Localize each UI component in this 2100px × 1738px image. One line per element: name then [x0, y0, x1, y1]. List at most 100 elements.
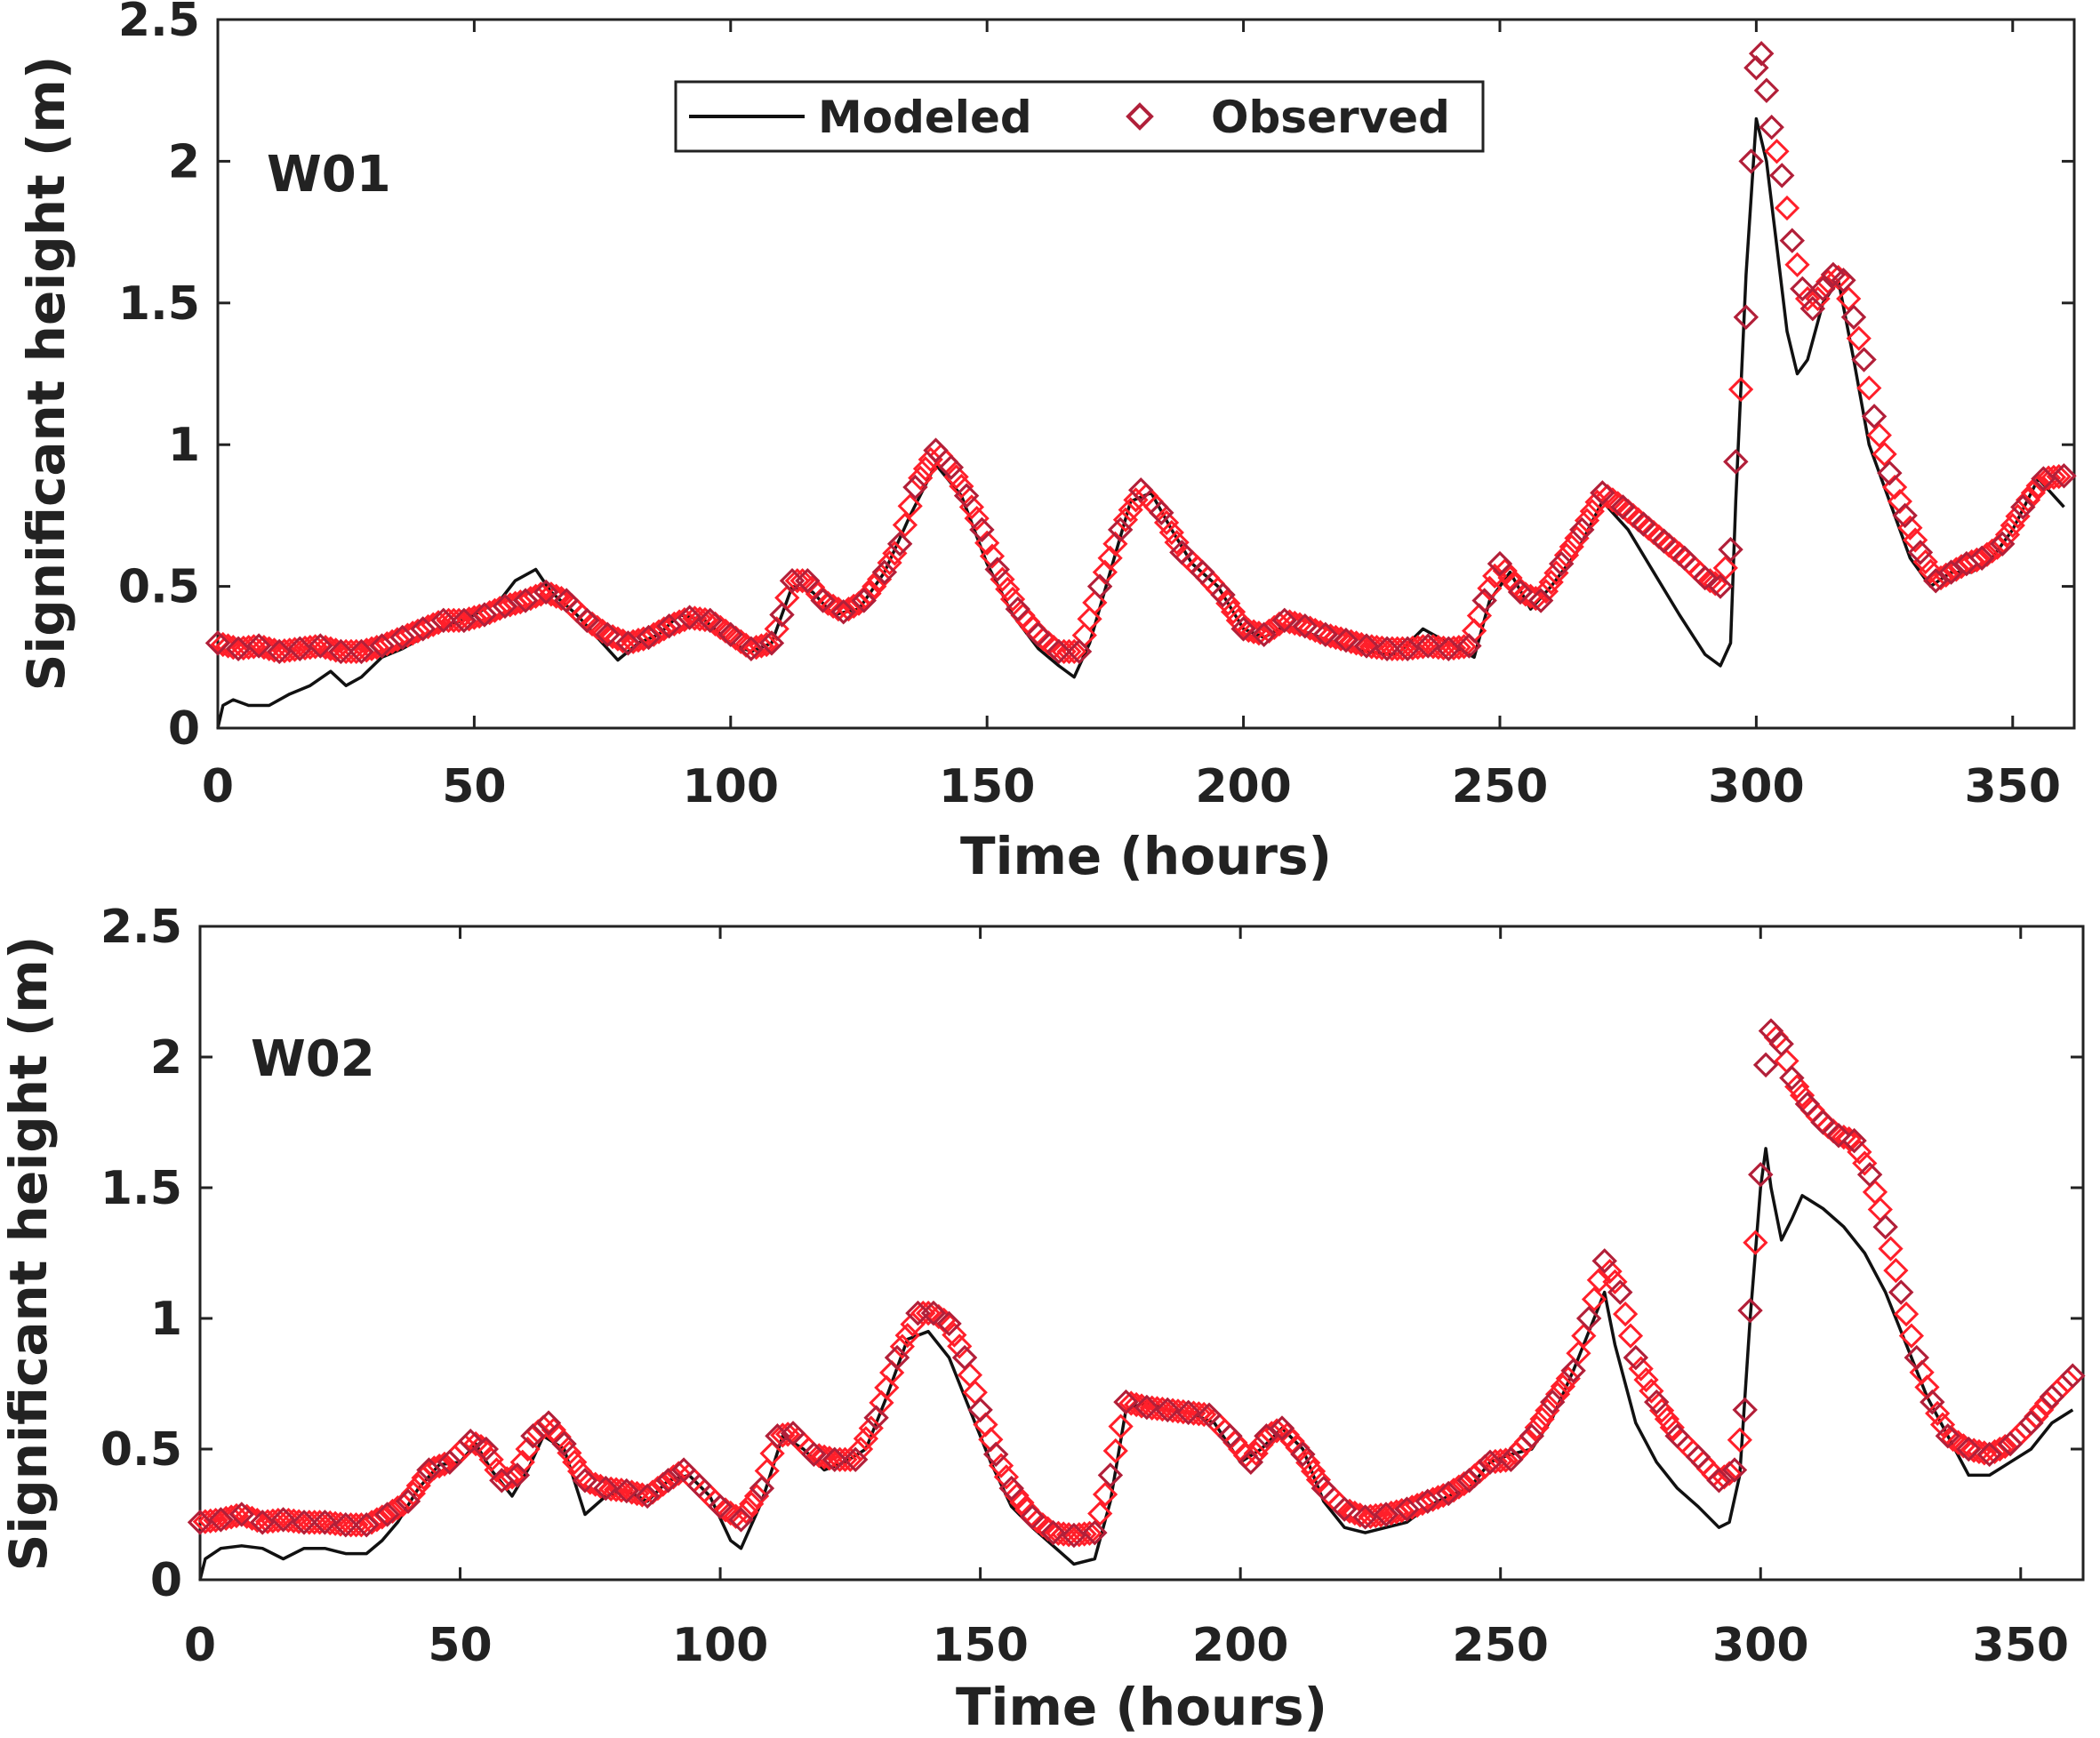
observed-key-point-w02-16: [504, 1462, 531, 1488]
observed-point-w01-155: [999, 586, 1026, 613]
observed-key-point-w01-88: [1790, 276, 1815, 301]
observed-point-w02-157: [1004, 1483, 1030, 1509]
observed-key-point-w01-105: [2031, 466, 2056, 492]
observed-point-w01-324: [1866, 422, 1892, 448]
observed-key-point-w01-11: [430, 607, 456, 633]
observed-key-point-w02-51: [1155, 1397, 1181, 1423]
observed-key-point-w01-65: [1471, 588, 1497, 613]
observed-key-point-w01-94: [1851, 347, 1877, 372]
observed-point-w01-129: [866, 566, 893, 592]
observed-point-w02-183: [1139, 1395, 1165, 1421]
observed-point-w02-272: [1602, 1269, 1628, 1294]
observed-point-w02-338: [1945, 1430, 1971, 1455]
observed-key-point-w01-1: [225, 636, 252, 661]
observed-point-w02-146: [947, 1334, 973, 1359]
observed-key-point-w02-35: [863, 1405, 889, 1430]
observed-point-w01-85: [641, 621, 667, 647]
observed-key-point-w01-83: [1749, 41, 1775, 67]
observed-key-point-w01-59: [1353, 633, 1380, 659]
x-axis-label-w01: Time (hours): [960, 826, 1332, 886]
observed-key-point-w02-25: [671, 1457, 697, 1483]
observed-key-point-w02-64: [1415, 1488, 1440, 1514]
observed-key-point-w01-76: [1692, 565, 1718, 591]
x-tick-label-w02-3: 150: [932, 1619, 1029, 1672]
observed-point-w02-251: [1493, 1447, 1519, 1473]
observed-point-w02-72: [562, 1449, 588, 1475]
observed-key-point-w01-8: [369, 633, 395, 659]
observed-point-w01-292: [1703, 571, 1728, 597]
observed-key-point-w02-41: [967, 1397, 993, 1423]
observed-key-point-w01-25: [717, 621, 743, 647]
observed-point-w01-19: [302, 634, 328, 660]
observed-key-point-w01-18: [574, 607, 600, 633]
observed-point-w01-261: [1543, 560, 1569, 586]
observed-point-w01-294: [1712, 555, 1738, 581]
observed-key-point-w01-58: [1333, 628, 1359, 653]
observed-point-w02-257: [1524, 1414, 1550, 1440]
observed-key-point-w02-60: [1332, 1496, 1358, 1522]
observed-point-w02-259: [1535, 1398, 1560, 1423]
observed-point-w01-259: [1533, 579, 1559, 605]
observed-point-w02-88: [645, 1475, 670, 1502]
observed-key-point-w01-40: [969, 517, 995, 542]
observed-point-w02-26: [323, 1510, 349, 1536]
observed-key-point-w01-78: [1718, 537, 1743, 563]
x-tick-label-w01-3: 150: [939, 760, 1036, 813]
x-tick-label-w02-4: 200: [1192, 1619, 1289, 1672]
x-tick-label-w01-7: 350: [1965, 760, 2062, 813]
observed-key-point-w02-91: [1841, 1127, 1867, 1154]
observed-key-point-w02-11: [416, 1457, 442, 1483]
observed-key-point-w01-27: [758, 630, 785, 656]
observed-key-point-w01-67: [1507, 579, 1534, 605]
observed-key-point-w01-34: [871, 559, 897, 585]
observed-key-point-w01-92: [1831, 268, 1856, 293]
observed-key-point-w01-68: [1528, 588, 1554, 613]
observed-point-w01-128: [862, 573, 887, 599]
observed-key-point-w01-49: [1149, 500, 1174, 525]
observed-point-w01-113: [784, 568, 810, 594]
observed-key-point-w02-46: [1061, 1522, 1087, 1549]
observed-key-point-w01-77: [1707, 573, 1734, 599]
observed-point-w02-299: [1743, 1229, 1768, 1255]
observed-key-point-w02-86: [1768, 1031, 1794, 1057]
observed-point-w01-237: [1420, 634, 1447, 660]
observed-key-point-w01-75: [1671, 545, 1697, 571]
observed-key-point-w01-31: [810, 588, 836, 613]
observed-key-point-w02-48: [1097, 1462, 1124, 1488]
observed-point-w02-206: [1259, 1421, 1285, 1446]
observed-key-point-w02-101: [2018, 1410, 2044, 1436]
observed-point-w02-132: [874, 1374, 900, 1401]
observed-key-point-w01-41: [984, 557, 1010, 582]
x-tick-label-w02-2: 100: [672, 1619, 769, 1672]
observed-point-w02-261: [1544, 1382, 1571, 1407]
panel-w02: 0 50 100 150 200 250 300 350 0 0.5 1 1.5 2 2.5 W02 Ti…: [0, 901, 2086, 1737]
observed-point-w01-225: [1359, 634, 1384, 660]
observed-point-w01-355: [2025, 473, 2051, 499]
observed-point-w02-274: [1613, 1301, 1639, 1327]
observed-point-w02-242: [1446, 1474, 1472, 1500]
observed-point-w02-320: [1852, 1150, 1878, 1176]
observed-point-w01-114: [790, 568, 815, 594]
observed-point-w02-170: [1071, 1521, 1097, 1547]
observed-point-w02-35: [369, 1504, 395, 1530]
x-tick-label-w01-6: 300: [1708, 760, 1805, 813]
observed-point-w02-188: [1165, 1398, 1191, 1424]
observed-point-w02-54: [468, 1433, 494, 1460]
observed-key-point-w02-33: [822, 1446, 847, 1472]
observed-key-point-w02-12: [437, 1449, 462, 1475]
observed-key-point-w02-38: [920, 1300, 947, 1326]
observed-point-w02-18: [281, 1508, 307, 1534]
observed-key-point-w02-50: [1134, 1394, 1159, 1421]
observed-point-w02-112: [770, 1422, 796, 1448]
observed-key-point-w02-71: [1560, 1358, 1586, 1383]
observed-point-w01-94: [687, 606, 713, 632]
observed-key-point-w01-39: [953, 483, 980, 509]
observed-key-point-w01-93: [1840, 304, 1867, 330]
observed-key-point-w02-80: [1721, 1457, 1748, 1483]
observed-key-point-w01-86: [1769, 163, 1795, 188]
observed-key-point-w01-32: [830, 599, 856, 625]
observed-point-w01-318: [1836, 285, 1862, 312]
observed-key-point-w02-78: [1685, 1444, 1711, 1470]
observed-point-w02-307: [1784, 1074, 1810, 1100]
observed-point-w02-266: [1571, 1323, 1597, 1349]
